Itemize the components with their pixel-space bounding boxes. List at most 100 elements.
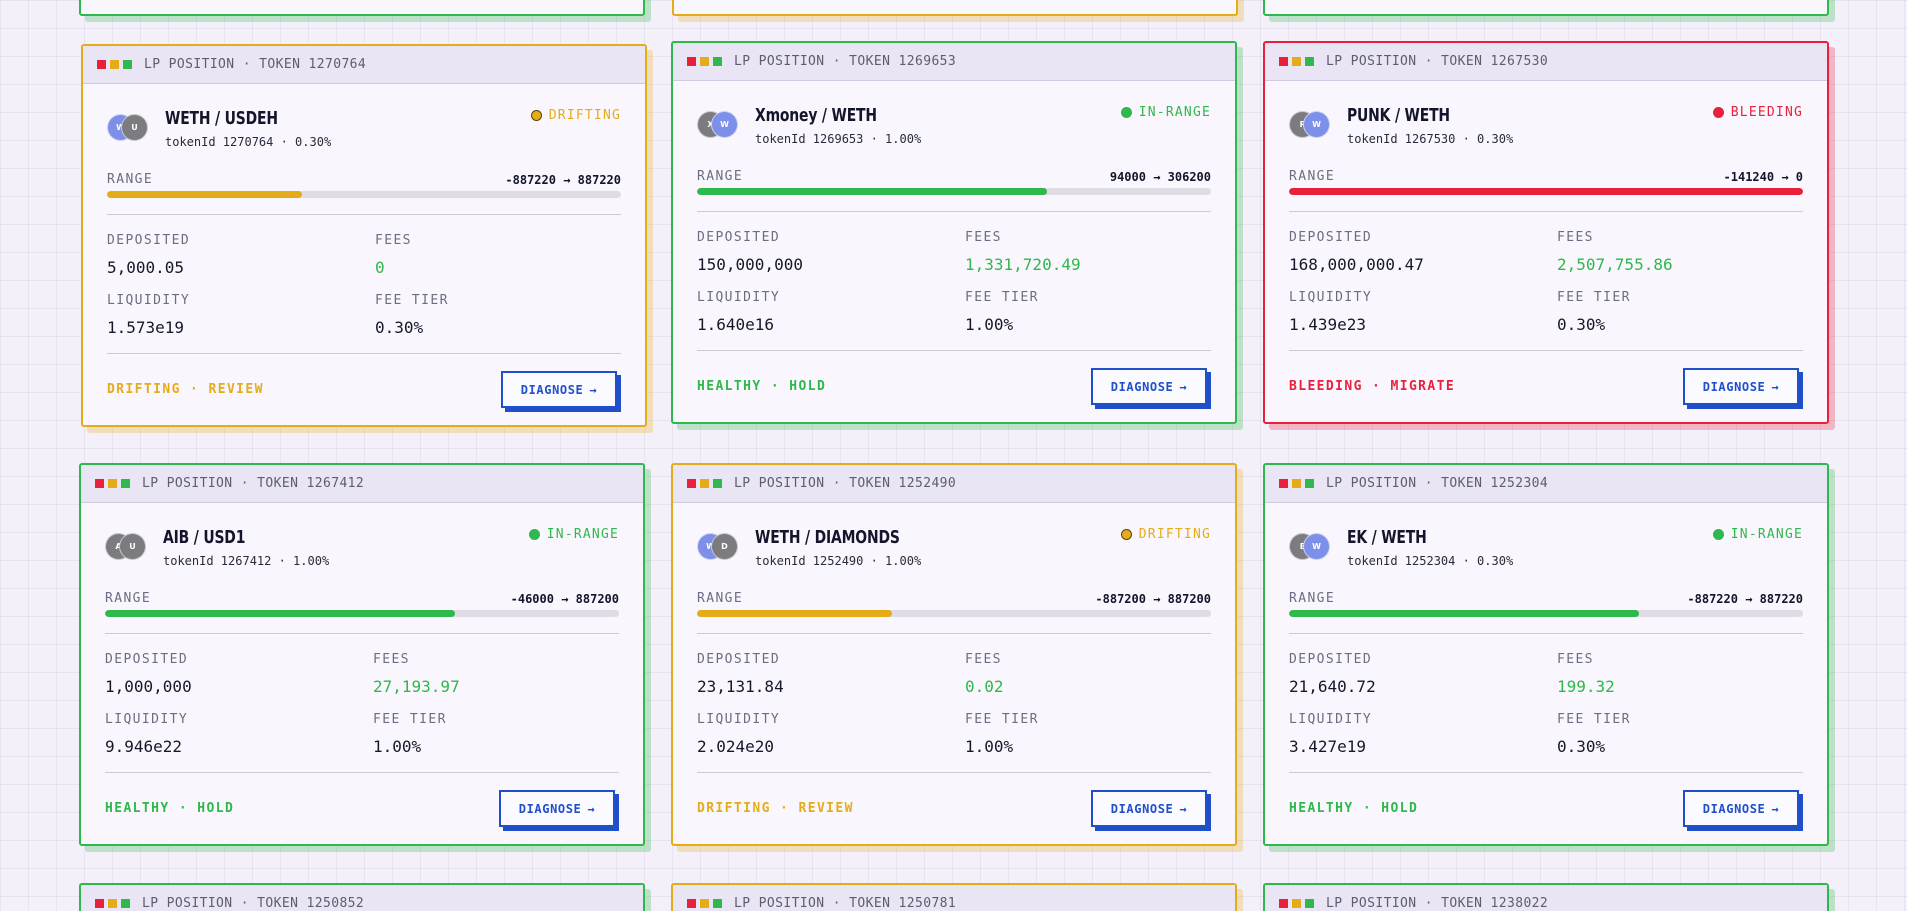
pair-name: EK / WETH xyxy=(1347,527,1427,548)
range-bar xyxy=(1289,188,1803,195)
token-id: tokenId 1267530 · 0.30% xyxy=(1347,132,1514,146)
window-dot-yellow xyxy=(108,479,117,488)
window-dot-yellow xyxy=(700,899,709,908)
status-dot-icon xyxy=(528,529,540,540)
lp-position-card: LP POSITION · TOKEN 1270764 DRIFTING W U… xyxy=(81,44,647,427)
diagnose-button[interactable]: DIAGNOSE → xyxy=(1091,368,1207,405)
lp-position-card: LP POSITION · TOKEN 1252490 DRIFTING W D… xyxy=(671,463,1237,846)
token-b-icon: U xyxy=(121,114,148,141)
range-bar xyxy=(105,610,619,617)
window-dot-yellow xyxy=(1292,479,1301,488)
liquidity-value: 3.427e19 xyxy=(1289,737,1367,756)
fees-label: FEES xyxy=(1557,230,1594,245)
card-titlebar: LP POSITION · TOKEN 1269653 xyxy=(673,43,1235,81)
card-title: LP POSITION · TOKEN 1250781 xyxy=(734,896,957,911)
token-b-icon: W xyxy=(1303,111,1330,138)
range-bar-fill xyxy=(107,191,303,198)
window-dot-green xyxy=(1305,899,1314,908)
window-dot-yellow xyxy=(110,60,119,69)
range-label: RANGE xyxy=(1289,169,1336,184)
token-pair-icons: P W xyxy=(1289,111,1331,141)
liquidity-label: LIQUIDITY xyxy=(1289,712,1373,727)
window-dot-green xyxy=(713,899,722,908)
range-value: 94000 → 306200 xyxy=(1109,169,1211,184)
liquidity-value: 1.573e19 xyxy=(107,318,185,337)
diagnose-button[interactable]: DIAGNOSE → xyxy=(1091,790,1207,827)
card-title: LP POSITION · TOKEN 1250852 xyxy=(142,896,365,911)
window-dot-green xyxy=(1305,479,1314,488)
diagnose-button[interactable]: DIAGNOSE → xyxy=(499,790,615,827)
deposited-label: DEPOSITED xyxy=(1289,230,1373,245)
card-title: LP POSITION · TOKEN 1252304 xyxy=(1326,476,1549,491)
verdict: DRIFTING · REVIEW xyxy=(697,801,854,816)
card-title: LP POSITION · TOKEN 1267412 xyxy=(142,476,365,491)
diagnose-button[interactable]: DIAGNOSE → xyxy=(501,371,617,408)
card-title: LP POSITION · TOKEN 1269653 xyxy=(734,54,957,69)
status-dot-icon xyxy=(1120,529,1132,540)
arrow-right-icon: → xyxy=(1771,379,1780,394)
diagnose-button[interactable]: DIAGNOSE → xyxy=(1683,790,1799,827)
window-dot-red xyxy=(687,899,696,908)
fee-tier-label: FEE TIER xyxy=(1557,290,1631,305)
range-label: RANGE xyxy=(1289,591,1336,606)
token-pair-icons: A U xyxy=(105,533,147,563)
fee-tier-label: FEE TIER xyxy=(373,712,447,727)
lp-card-partial-top-3 xyxy=(1263,0,1829,16)
card-titlebar: LP POSITION · TOKEN 1252490 xyxy=(673,465,1235,503)
range-value: -141240 → 0 xyxy=(1723,169,1803,184)
deposited-value: 150,000,000 xyxy=(697,255,803,274)
arrow-right-icon: → xyxy=(1179,801,1188,816)
range-label: RANGE xyxy=(697,169,744,184)
token-pair-icons: X W xyxy=(697,111,739,141)
range-bar-fill xyxy=(697,610,893,617)
window-dot-green xyxy=(123,60,132,69)
fee-tier-value: 0.30% xyxy=(1557,315,1606,334)
token-id: tokenId 1267412 · 1.00% xyxy=(163,554,330,568)
liquidity-label: LIQUIDITY xyxy=(1289,290,1373,305)
fees-value: 27,193.97 xyxy=(373,677,460,696)
window-dot-green xyxy=(713,57,722,66)
lp-position-card-partial: LP POSITION · TOKEN 1250852 xyxy=(79,883,645,911)
verdict: HEALTHY · HOLD xyxy=(1289,801,1419,816)
status-dot-icon xyxy=(1120,107,1132,118)
window-dot-red xyxy=(687,479,696,488)
deposited-value: 21,640.72 xyxy=(1289,677,1376,696)
status-dot-icon xyxy=(1712,529,1724,540)
liquidity-label: LIQUIDITY xyxy=(105,712,189,727)
token-pair-icons: W D xyxy=(697,533,739,563)
window-dot-green xyxy=(1305,57,1314,66)
window-dot-yellow xyxy=(700,479,709,488)
window-dot-green xyxy=(713,479,722,488)
window-dot-yellow xyxy=(700,57,709,66)
deposited-label: DEPOSITED xyxy=(697,652,781,667)
status-badge: IN-RANGE xyxy=(528,527,619,542)
fee-tier-label: FEE TIER xyxy=(1557,712,1631,727)
range-label: RANGE xyxy=(697,591,744,606)
window-dot-yellow xyxy=(1292,57,1301,66)
deposited-label: DEPOSITED xyxy=(107,233,191,248)
lp-card-partial-top-1 xyxy=(79,0,645,16)
diagnose-button[interactable]: DIAGNOSE → xyxy=(1683,368,1799,405)
window-dot-green xyxy=(121,899,130,908)
fees-value: 0 xyxy=(375,258,385,277)
range-bar-fill xyxy=(105,610,455,617)
card-titlebar: LP POSITION · TOKEN 1250781 xyxy=(673,885,1235,911)
fee-tier-value: 0.30% xyxy=(1557,737,1606,756)
range-bar-fill xyxy=(1289,188,1803,195)
range-bar xyxy=(1289,610,1803,617)
window-dot-red xyxy=(95,479,104,488)
window-dot-red xyxy=(1279,57,1288,66)
arrow-right-icon: → xyxy=(589,382,598,397)
window-dot-red xyxy=(97,60,106,69)
verdict: HEALTHY · HOLD xyxy=(105,801,235,816)
lp-card-partial-top-2 xyxy=(672,0,1238,16)
deposited-value: 168,000,000.47 xyxy=(1289,255,1424,274)
range-label: RANGE xyxy=(107,172,154,187)
fees-value: 0.02 xyxy=(965,677,1004,696)
card-titlebar: LP POSITION · TOKEN 1270764 xyxy=(83,46,645,84)
range-bar-fill xyxy=(1289,610,1639,617)
fees-value: 1,331,720.49 xyxy=(965,255,1081,274)
range-bar-fill xyxy=(697,188,1047,195)
window-dot-yellow xyxy=(1292,899,1301,908)
token-b-icon: D xyxy=(711,533,738,560)
